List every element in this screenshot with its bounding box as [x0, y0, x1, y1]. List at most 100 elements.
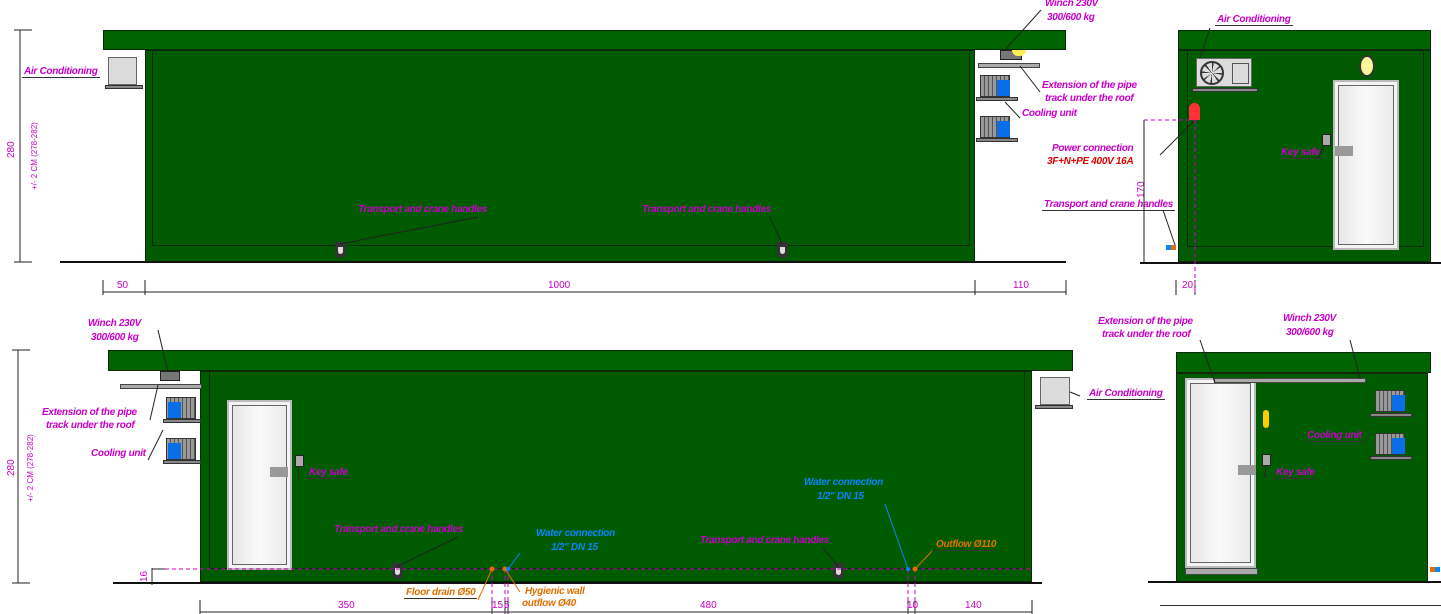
label-winch: Winch 230V — [1045, 0, 1099, 9]
label-water-spec: 1/2" DN 15 — [817, 491, 864, 502]
shelf — [163, 460, 201, 464]
label-hygienic-outflow: Hygienic wall — [525, 586, 585, 597]
roof — [1178, 30, 1431, 50]
dim-20: 20 — [1182, 280, 1194, 291]
power-socket — [1189, 103, 1200, 120]
crane-handle — [833, 563, 844, 579]
dim-350: 350 — [338, 600, 355, 611]
dim-tolerance: +/- 2 CM (278-282) — [30, 122, 39, 190]
roof — [1176, 352, 1431, 373]
air-conditioner — [1196, 58, 1252, 87]
shelf — [105, 85, 143, 89]
cooling-unit — [166, 397, 196, 419]
label-pipe-extension: Extension of the pipe — [1098, 316, 1193, 327]
dim-15: 15 — [492, 600, 504, 611]
water-connection — [1430, 567, 1440, 572]
label-air-conditioning: Air Conditioning — [22, 66, 100, 78]
dim-110: 110 — [1013, 280, 1029, 291]
shelf — [1035, 405, 1073, 409]
label-air-conditioning: Air Conditioning — [1087, 388, 1165, 400]
shelf — [1370, 413, 1412, 417]
label-handles: Transport and crane handles — [642, 204, 771, 215]
label-cooling-unit: Cooling unit — [91, 448, 146, 459]
cooling-unit — [980, 116, 1010, 138]
dim-height: 280 — [6, 141, 17, 158]
key-safe — [1322, 134, 1331, 146]
crane-handle — [335, 242, 346, 258]
dim-50: 50 — [117, 280, 129, 291]
label-water-connection: Water connection — [804, 477, 883, 488]
air-conditioner — [1040, 377, 1070, 405]
door — [1333, 80, 1399, 250]
label-winch-load: 300/600 kg — [1286, 327, 1334, 338]
dim-1000: 1000 — [548, 280, 571, 291]
dim-140: 140 — [965, 600, 982, 611]
label-water-connection: Water connection — [536, 528, 615, 539]
air-conditioner — [108, 57, 137, 85]
title-block-line — [1160, 605, 1441, 606]
power-socket — [1263, 410, 1269, 428]
label-water-spec: 1/2" DN 15 — [551, 542, 598, 553]
lamp — [1359, 55, 1375, 77]
key-safe — [1262, 454, 1271, 466]
roof — [108, 350, 1073, 371]
cooling-unit — [166, 438, 196, 460]
dim-5: 5 — [504, 600, 510, 611]
lamp — [1012, 50, 1026, 56]
cooling-unit — [1375, 433, 1405, 455]
ground-line — [113, 582, 1042, 584]
door-handle — [1335, 146, 1353, 156]
shelf — [976, 97, 1018, 101]
cooling-unit — [1375, 390, 1405, 412]
ground-line — [1148, 581, 1441, 583]
roof — [103, 30, 1066, 50]
label-handles: Transport and crane handles — [1042, 199, 1175, 211]
ac-panel — [1232, 63, 1249, 84]
label-pipe-extension: Extension of the pipe — [1042, 80, 1137, 91]
pipe-track — [120, 384, 202, 389]
label-handles: Transport and crane handles — [700, 535, 829, 546]
crane-handle — [777, 242, 788, 258]
ground-line — [1140, 262, 1441, 264]
dim-480: 480 — [700, 600, 717, 611]
door-handle — [270, 467, 288, 477]
key-safe — [295, 455, 304, 467]
pipe-track — [1214, 378, 1366, 383]
winch — [160, 371, 180, 381]
dim-10: 10 — [907, 600, 919, 611]
label-power-spec: 3F+N+PE 400V 16A — [1047, 156, 1134, 167]
water-connection — [1166, 245, 1176, 250]
label-outflow: Outflow Ø110 — [934, 539, 999, 551]
shelf — [976, 138, 1018, 142]
label-pipe-extension-2: track under the roof — [1045, 93, 1134, 104]
door-sill — [1185, 568, 1258, 575]
label-pipe-extension: Extension of the pipe — [42, 407, 137, 418]
door-handle — [1238, 465, 1256, 475]
label-air-conditioning: Air Conditioning — [1215, 14, 1293, 26]
container-wall — [145, 50, 975, 262]
label-cooling-unit: Cooling unit — [1305, 430, 1364, 442]
label-winch: Winch 230V — [88, 318, 142, 329]
frame — [152, 51, 970, 246]
label-winch-load: 300/600 kg — [91, 332, 139, 343]
label-winch-load: 300/600 kg — [1047, 12, 1095, 23]
label-pipe-extension-2: track under the roof — [46, 420, 135, 431]
label-winch: Winch 230V — [1283, 313, 1337, 324]
dim-tolerance: +/- 2 CM (278-282) — [26, 434, 35, 502]
label-hygienic-outflow-size: outflow Ø40 — [522, 598, 576, 609]
pipe-track — [978, 63, 1040, 68]
label-floor-drain: Floor drain Ø50 — [404, 587, 478, 599]
shelf — [1370, 456, 1412, 460]
label-pipe-extension-2: track under the roof — [1102, 329, 1191, 340]
cooling-unit — [980, 75, 1010, 97]
fan-icon — [1200, 61, 1224, 85]
label-cooling-unit: Cooling unit — [1022, 108, 1077, 119]
label-key-safe: Key safe — [1274, 467, 1317, 479]
label-key-safe: Key safe — [307, 467, 350, 479]
dim-height: 280 — [6, 459, 17, 476]
label-handles: Transport and crane handles — [358, 204, 487, 215]
door — [227, 400, 292, 570]
label-handles: Transport and crane handles — [334, 524, 463, 535]
ground-line — [60, 261, 1066, 263]
shelf — [1192, 88, 1258, 92]
